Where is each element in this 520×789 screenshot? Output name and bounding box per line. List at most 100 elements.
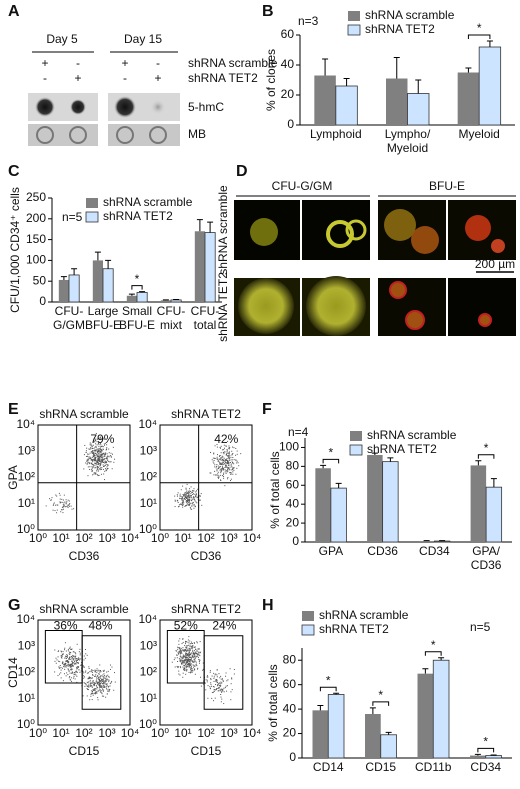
event-dot	[92, 452, 94, 454]
event-dot	[227, 456, 229, 458]
event-dot	[184, 662, 186, 664]
event-dot	[94, 682, 96, 684]
y-tick-label: 10⁰	[139, 522, 157, 536]
event-dot	[95, 464, 97, 466]
event-dot	[68, 500, 70, 502]
event-dot	[93, 455, 95, 457]
event-dot	[106, 448, 108, 450]
event-dot	[107, 690, 109, 692]
event-dot	[98, 459, 100, 461]
event-dot	[108, 685, 110, 687]
event-dot	[225, 453, 227, 455]
event-dot	[196, 497, 198, 499]
event-dot	[214, 674, 216, 676]
event-dot	[76, 681, 78, 683]
legend-label: shRNA scramble	[367, 428, 457, 442]
event-dot	[195, 652, 197, 654]
event-dot	[222, 690, 224, 692]
event-dot	[218, 467, 220, 469]
event-dot	[219, 462, 221, 464]
event-dot	[179, 497, 181, 499]
colony	[384, 209, 416, 241]
event-dot	[186, 500, 188, 502]
y-axis-label: % of total cells	[266, 664, 280, 741]
event-dot	[77, 662, 79, 664]
event-dot	[62, 680, 64, 682]
event-dot	[223, 472, 225, 474]
legend-swatch	[301, 624, 315, 636]
event-dot	[217, 461, 219, 463]
event-dot	[97, 682, 99, 684]
error-bar	[105, 259, 112, 269]
colony	[465, 215, 491, 241]
event-dot	[194, 660, 196, 662]
y-tick-label: 100	[279, 440, 299, 454]
legend-label: shRNA TET2	[367, 442, 437, 456]
event-dot	[106, 469, 108, 471]
event-dot	[179, 650, 181, 652]
event-dot	[64, 668, 66, 670]
event-dot	[103, 452, 105, 454]
event-dot	[185, 505, 187, 507]
event-dot	[65, 660, 67, 662]
event-dot	[215, 673, 217, 675]
event-dot	[209, 670, 211, 672]
event-dot	[69, 672, 71, 674]
event-dot	[73, 651, 75, 653]
event-dot	[61, 662, 63, 664]
event-dot	[178, 658, 180, 660]
event-dot	[64, 501, 66, 503]
event-dot	[72, 672, 74, 674]
event-dot	[71, 662, 73, 664]
bar	[380, 734, 397, 759]
event-dot	[178, 651, 180, 653]
event-dot	[95, 449, 97, 451]
event-dot	[91, 691, 93, 693]
x-tick-label: 10²	[197, 726, 214, 740]
event-dot	[226, 685, 228, 687]
error-bar	[474, 753, 481, 756]
event-dot	[98, 678, 100, 680]
error-bar	[139, 291, 146, 293]
event-dot	[99, 467, 101, 469]
event-dot	[58, 667, 60, 669]
event-dot	[190, 490, 192, 492]
event-dot	[102, 674, 104, 676]
event-dot	[89, 456, 91, 458]
event-dot	[218, 467, 220, 469]
event-dot	[194, 669, 196, 671]
event-dot	[89, 671, 91, 673]
event-dot	[56, 512, 58, 514]
event-dot	[97, 450, 99, 452]
event-dot	[195, 664, 197, 666]
event-dot	[186, 669, 188, 671]
event-dot	[204, 682, 206, 684]
event-dot	[193, 652, 195, 654]
bar	[330, 487, 347, 543]
event-dot	[221, 678, 223, 680]
event-dot	[100, 448, 102, 450]
event-dot	[71, 680, 73, 682]
event-dot	[92, 670, 94, 672]
event-dot	[230, 478, 232, 480]
event-dot	[113, 461, 115, 463]
event-dot	[102, 460, 104, 462]
event-dot	[187, 660, 189, 662]
event-dot	[92, 689, 94, 691]
event-dot	[209, 472, 211, 474]
event-dot	[87, 458, 89, 460]
event-dot	[108, 691, 110, 693]
event-dot	[190, 497, 192, 499]
event-dot	[94, 671, 96, 673]
event-dot	[88, 686, 90, 688]
event-dot	[104, 453, 106, 455]
event-dot	[220, 696, 222, 698]
event-dot	[180, 652, 182, 654]
event-dot	[187, 664, 189, 666]
event-dot	[97, 682, 99, 684]
event-dot	[196, 641, 198, 643]
event-dot	[100, 455, 102, 457]
event-dot	[188, 495, 190, 497]
event-dot	[176, 494, 178, 496]
